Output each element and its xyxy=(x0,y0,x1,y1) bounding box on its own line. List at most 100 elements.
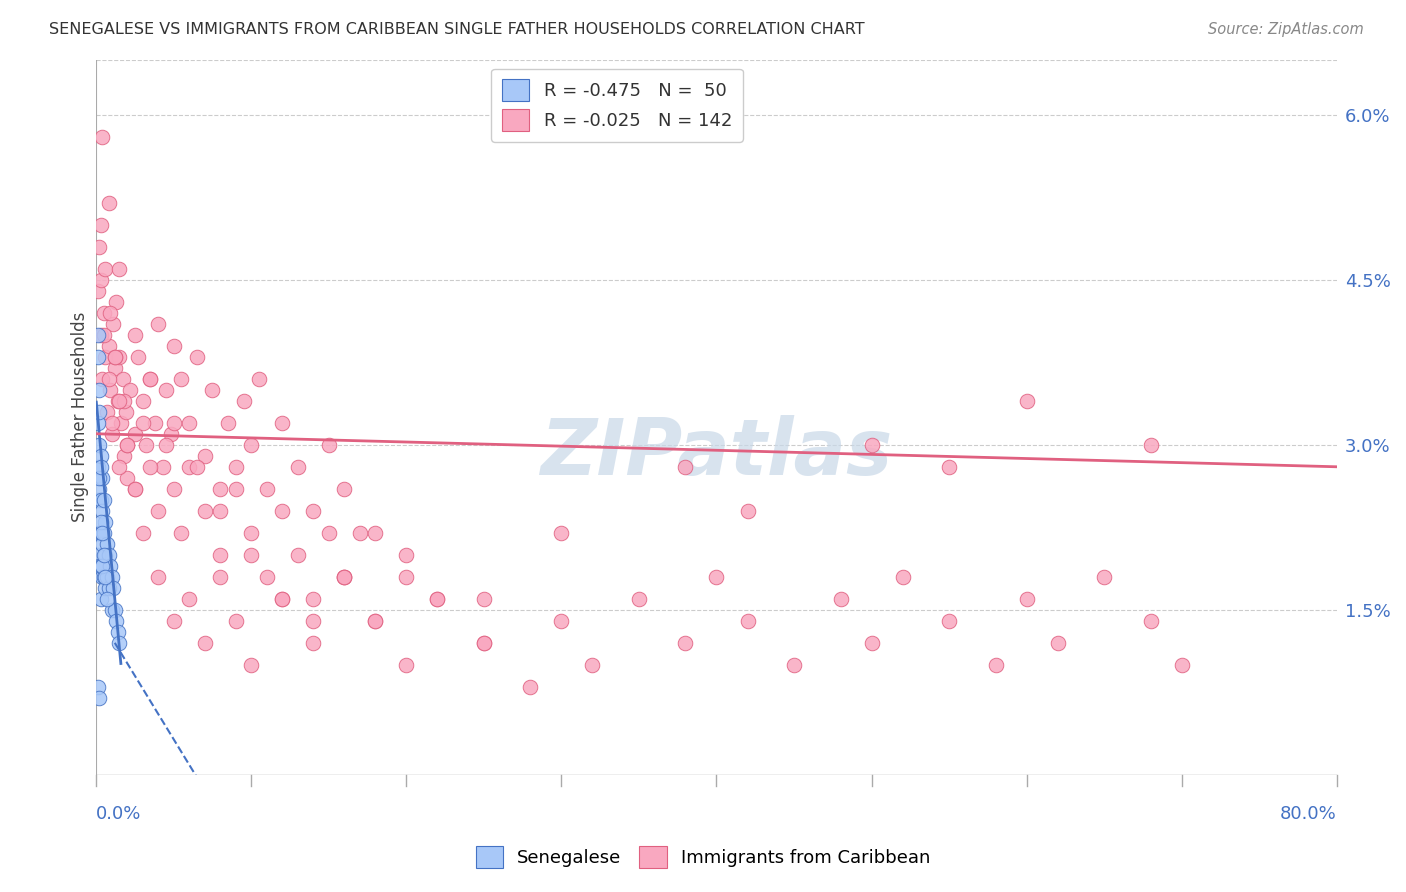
Point xyxy=(90,525,112,540)
Point xyxy=(675,459,697,474)
Point xyxy=(194,449,217,463)
Point xyxy=(94,581,117,595)
Text: ZIPatlas: ZIPatlas xyxy=(540,415,893,491)
Point xyxy=(94,548,117,562)
Point xyxy=(97,548,120,562)
Point xyxy=(201,383,224,397)
Point xyxy=(115,438,138,452)
Point xyxy=(89,482,111,496)
Point xyxy=(209,570,232,584)
Point xyxy=(426,591,449,606)
Point xyxy=(240,525,263,540)
Point xyxy=(333,570,356,584)
Point xyxy=(550,525,572,540)
Point xyxy=(155,383,177,397)
Point xyxy=(143,416,166,430)
Text: SENEGALESE VS IMMIGRANTS FROM CARIBBEAN SINGLE FATHER HOUSEHOLDS CORRELATION CHA: SENEGALESE VS IMMIGRANTS FROM CARIBBEAN … xyxy=(49,22,865,37)
Point xyxy=(108,261,131,276)
Point xyxy=(225,482,247,496)
Point xyxy=(98,306,121,320)
Point xyxy=(127,350,149,364)
Point xyxy=(87,680,110,694)
Point xyxy=(163,614,186,628)
Point xyxy=(1092,570,1115,584)
Point xyxy=(90,459,112,474)
Point xyxy=(131,416,153,430)
Point xyxy=(87,350,110,364)
Point xyxy=(186,350,208,364)
Point xyxy=(87,416,110,430)
Point xyxy=(1139,614,1161,628)
Legend: R = -0.475   N =  50, R = -0.025   N = 142: R = -0.475 N = 50, R = -0.025 N = 142 xyxy=(492,69,742,142)
Point xyxy=(364,614,387,628)
Text: 0.0%: 0.0% xyxy=(96,805,142,823)
Point xyxy=(333,570,356,584)
Point xyxy=(93,492,115,507)
Point xyxy=(89,471,111,485)
Point xyxy=(1139,438,1161,452)
Point xyxy=(91,504,114,518)
Point xyxy=(139,372,162,386)
Point xyxy=(90,218,112,232)
Point xyxy=(104,350,127,364)
Point xyxy=(94,570,117,584)
Point xyxy=(94,261,117,276)
Point xyxy=(240,657,263,672)
Point xyxy=(737,614,759,628)
Point xyxy=(225,459,247,474)
Point xyxy=(271,591,294,606)
Point xyxy=(97,195,120,210)
Point xyxy=(104,603,127,617)
Point xyxy=(94,350,117,364)
Point xyxy=(472,636,495,650)
Point xyxy=(131,393,153,408)
Point xyxy=(472,591,495,606)
Point xyxy=(98,383,121,397)
Point xyxy=(395,548,418,562)
Point xyxy=(706,570,728,584)
Point xyxy=(114,405,136,419)
Point xyxy=(179,591,201,606)
Point xyxy=(90,558,112,573)
Point xyxy=(148,570,170,584)
Point xyxy=(89,558,111,573)
Point xyxy=(938,459,960,474)
Point xyxy=(240,438,263,452)
Point xyxy=(96,405,118,419)
Point xyxy=(111,372,134,386)
Point xyxy=(860,636,883,650)
Point xyxy=(104,350,127,364)
Point xyxy=(256,482,278,496)
Point xyxy=(87,459,110,474)
Text: Source: ZipAtlas.com: Source: ZipAtlas.com xyxy=(1208,22,1364,37)
Point xyxy=(135,438,157,452)
Point xyxy=(93,327,115,342)
Point xyxy=(159,426,181,441)
Point xyxy=(87,327,110,342)
Point xyxy=(87,548,110,562)
Point xyxy=(302,504,325,518)
Point xyxy=(87,525,110,540)
Point xyxy=(96,591,118,606)
Point xyxy=(1015,591,1038,606)
Point xyxy=(91,558,114,573)
Point xyxy=(984,657,1007,672)
Point xyxy=(107,624,129,639)
Point xyxy=(217,416,239,430)
Legend: Senegalese, Immigrants from Caribbean: Senegalese, Immigrants from Caribbean xyxy=(465,835,941,879)
Point xyxy=(163,416,186,430)
Point xyxy=(112,449,135,463)
Point xyxy=(155,438,177,452)
Point xyxy=(179,416,201,430)
Point xyxy=(87,284,110,298)
Point xyxy=(426,591,449,606)
Point xyxy=(395,570,418,584)
Point xyxy=(364,614,387,628)
Point xyxy=(89,240,111,254)
Point xyxy=(107,393,129,408)
Point xyxy=(103,317,125,331)
Point xyxy=(97,581,120,595)
Point xyxy=(103,581,125,595)
Point xyxy=(90,591,112,606)
Point xyxy=(225,614,247,628)
